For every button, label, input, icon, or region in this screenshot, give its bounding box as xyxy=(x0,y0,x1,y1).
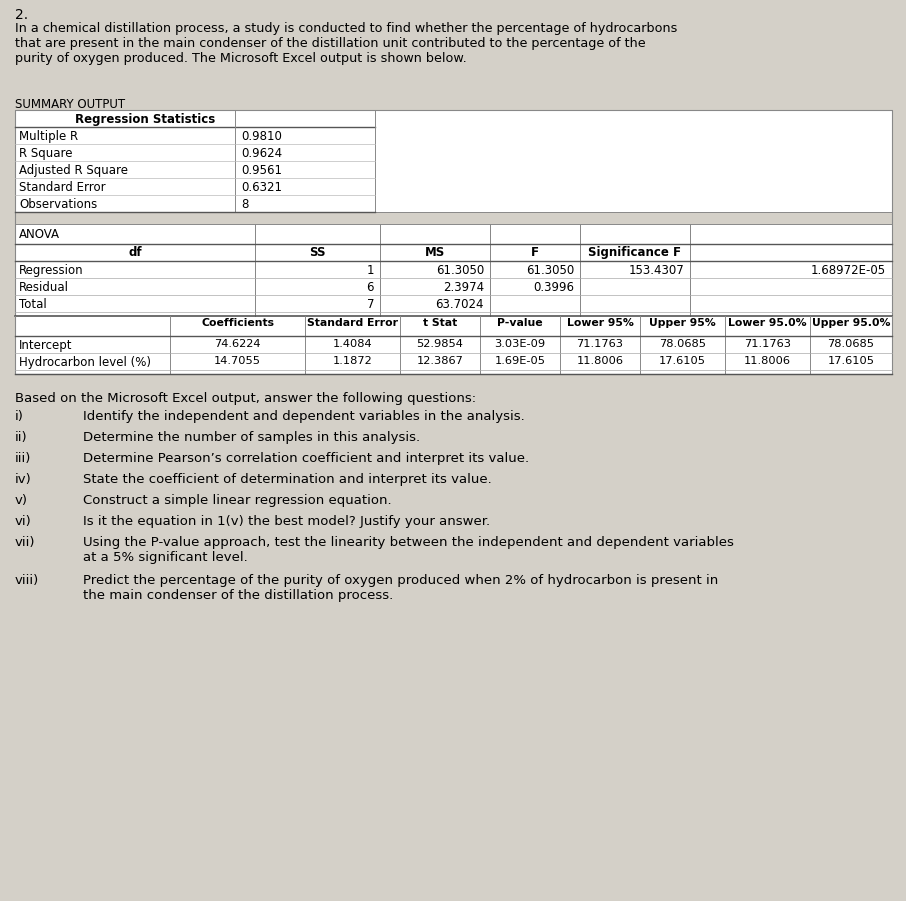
Text: P-value: P-value xyxy=(497,318,543,328)
Text: 1: 1 xyxy=(367,264,374,277)
Text: SUMMARY OUTPUT: SUMMARY OUTPUT xyxy=(15,98,125,111)
Text: Is it the equation in 1(v) the best model? Justify your answer.: Is it the equation in 1(v) the best mode… xyxy=(83,515,490,528)
Text: Significance F: Significance F xyxy=(589,246,681,259)
Text: 1.68972E-05: 1.68972E-05 xyxy=(811,264,886,277)
Text: Coefficients: Coefficients xyxy=(201,318,274,328)
Text: 0.9561: 0.9561 xyxy=(241,164,282,177)
Text: Regression Statistics: Regression Statistics xyxy=(75,113,215,126)
Text: v): v) xyxy=(15,494,28,507)
Text: 2.3974: 2.3974 xyxy=(443,281,484,294)
Text: In a chemical distillation process, a study is conducted to find whether the per: In a chemical distillation process, a st… xyxy=(15,22,678,65)
Text: R Square: R Square xyxy=(19,147,72,160)
Text: df: df xyxy=(128,246,142,259)
Text: Using the P-value approach, test the linearity between the independent and depen: Using the P-value approach, test the lin… xyxy=(83,536,734,564)
Text: 14.7055: 14.7055 xyxy=(214,356,261,366)
Text: vii): vii) xyxy=(15,536,35,549)
Text: 0.9624: 0.9624 xyxy=(241,147,282,160)
Text: 61.3050: 61.3050 xyxy=(436,264,484,277)
Text: Upper 95.0%: Upper 95.0% xyxy=(812,318,891,328)
Text: 8: 8 xyxy=(241,198,248,211)
Text: 1.1872: 1.1872 xyxy=(333,356,372,366)
Text: Multiple R: Multiple R xyxy=(19,130,78,143)
Text: 11.8006: 11.8006 xyxy=(576,356,623,366)
Bar xyxy=(15,316,892,374)
Text: 1.4084: 1.4084 xyxy=(333,339,372,349)
Text: Based on the Microsoft Excel output, answer the following questions:: Based on the Microsoft Excel output, ans… xyxy=(15,392,477,405)
Text: MS: MS xyxy=(425,246,445,259)
Text: ANOVA: ANOVA xyxy=(19,228,60,241)
Text: 71.1763: 71.1763 xyxy=(576,339,623,349)
Text: ii): ii) xyxy=(15,431,27,444)
Text: Standard Error: Standard Error xyxy=(19,181,106,194)
Text: i): i) xyxy=(15,410,24,423)
Text: 7: 7 xyxy=(367,298,374,311)
Text: F: F xyxy=(531,246,539,259)
Text: 78.0685: 78.0685 xyxy=(659,339,706,349)
Text: 61.3050: 61.3050 xyxy=(525,264,574,277)
Text: Residual: Residual xyxy=(19,281,69,294)
Text: 3.03E-09: 3.03E-09 xyxy=(495,339,545,349)
Text: iii): iii) xyxy=(15,452,32,465)
Text: vi): vi) xyxy=(15,515,32,528)
Text: 17.6105: 17.6105 xyxy=(659,356,706,366)
Text: 63.7024: 63.7024 xyxy=(436,298,484,311)
Text: 153.4307: 153.4307 xyxy=(628,264,684,277)
Text: Lower 95.0%: Lower 95.0% xyxy=(728,318,807,328)
Text: 74.6224: 74.6224 xyxy=(214,339,261,349)
Text: Observations: Observations xyxy=(19,198,97,211)
Text: 17.6105: 17.6105 xyxy=(827,356,874,366)
Text: Intercept: Intercept xyxy=(19,339,72,352)
Text: State the coefficient of determination and interpret its value.: State the coefficient of determination a… xyxy=(83,473,492,486)
Text: 11.8006: 11.8006 xyxy=(744,356,791,366)
Text: Identify the independent and dependent variables in the analysis.: Identify the independent and dependent v… xyxy=(83,410,525,423)
Text: Determine the number of samples in this analysis.: Determine the number of samples in this … xyxy=(83,431,420,444)
Text: Upper 95%: Upper 95% xyxy=(649,318,716,328)
Text: 0.3996: 0.3996 xyxy=(533,281,574,294)
Text: 78.0685: 78.0685 xyxy=(827,339,874,349)
Text: Hydrocarbon level (%): Hydrocarbon level (%) xyxy=(19,356,151,369)
Text: Lower 95%: Lower 95% xyxy=(566,318,633,328)
Text: viii): viii) xyxy=(15,574,39,587)
Bar xyxy=(15,110,892,212)
Text: Adjusted R Square: Adjusted R Square xyxy=(19,164,128,177)
Text: SS: SS xyxy=(309,246,326,259)
Text: Predict the percentage of the purity of oxygen produced when 2% of hydrocarbon i: Predict the percentage of the purity of … xyxy=(83,574,718,602)
Bar xyxy=(15,110,892,374)
Text: 1.69E-05: 1.69E-05 xyxy=(495,356,545,366)
Text: Construct a simple linear regression equation.: Construct a simple linear regression equ… xyxy=(83,494,391,507)
Text: 0.6321: 0.6321 xyxy=(241,181,282,194)
Text: iv): iv) xyxy=(15,473,32,486)
Bar xyxy=(15,224,892,316)
Text: Regression: Regression xyxy=(19,264,83,277)
Text: 0.9810: 0.9810 xyxy=(241,130,282,143)
Text: t Stat: t Stat xyxy=(423,318,458,328)
Text: 71.1763: 71.1763 xyxy=(744,339,791,349)
Text: Determine Pearson’s correlation coefficient and interpret its value.: Determine Pearson’s correlation coeffici… xyxy=(83,452,529,465)
Text: Total: Total xyxy=(19,298,47,311)
Text: 52.9854: 52.9854 xyxy=(417,339,464,349)
Text: 6: 6 xyxy=(367,281,374,294)
Text: 2.: 2. xyxy=(15,8,28,22)
Text: Standard Error: Standard Error xyxy=(307,318,398,328)
Text: 12.3867: 12.3867 xyxy=(417,356,464,366)
